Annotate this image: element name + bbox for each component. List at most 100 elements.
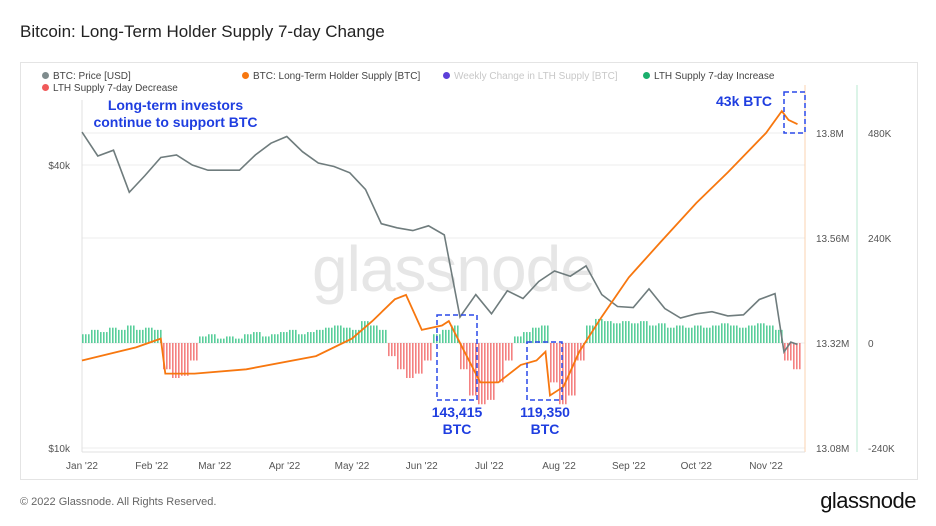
- increase-bar: [334, 325, 336, 343]
- increase-bar: [529, 332, 531, 343]
- increase-bar: [775, 329, 777, 343]
- legend-dot: [443, 72, 450, 79]
- increase-bar: [652, 325, 654, 343]
- legend-price[interactable]: BTC: Price [USD]: [42, 71, 131, 82]
- increase-bar: [733, 325, 735, 343]
- decrease-bar: [553, 343, 555, 383]
- increase-bar: [451, 325, 453, 343]
- increase-bar: [742, 327, 744, 343]
- increase-bar: [346, 327, 348, 343]
- increase-bar: [220, 338, 222, 343]
- increase-bar: [517, 336, 519, 343]
- increase-bar: [358, 329, 360, 343]
- decrease-bar: [412, 343, 414, 378]
- increase-bar: [598, 318, 600, 343]
- decrease-bar: [562, 343, 564, 405]
- x-tick-label: Feb '22: [135, 461, 168, 472]
- increase-bar: [655, 325, 657, 343]
- increase-bar: [757, 323, 759, 343]
- increase-bar: [736, 325, 738, 343]
- increase-bar: [352, 329, 354, 343]
- annotation-43k: 43k BTC: [716, 93, 773, 109]
- increase-bar: [268, 336, 270, 343]
- price-tick-label: $10k: [48, 444, 71, 455]
- increase-bar: [112, 327, 114, 343]
- increase-bar: [610, 321, 612, 343]
- increase-bar: [616, 323, 618, 343]
- increase-bar: [532, 327, 534, 343]
- increase-bar: [715, 325, 717, 343]
- decrease-bar: [406, 343, 408, 378]
- decrease-bar: [478, 343, 480, 405]
- increase-bar: [601, 318, 603, 343]
- increase-bar: [661, 323, 663, 343]
- increase-bar: [778, 329, 780, 343]
- increase-bar: [223, 338, 225, 343]
- increase-bar: [448, 329, 450, 343]
- increase-bar: [340, 325, 342, 343]
- decrease-bar: [421, 343, 423, 374]
- increase-bar: [307, 332, 309, 343]
- increase-bar: [739, 327, 741, 343]
- legend-label: Weekly Change in LTH Supply [BTC]: [454, 71, 618, 82]
- decrease-bar: [403, 343, 405, 370]
- change-tick-label: 480K: [868, 129, 892, 140]
- increase-bar: [283, 332, 285, 343]
- increase-bar: [514, 336, 516, 343]
- legend-weekly-change[interactable]: Weekly Change in LTH Supply [BTC]: [443, 71, 618, 82]
- increase-bar: [85, 334, 87, 343]
- decrease-bar: [796, 343, 798, 370]
- increase-bar: [691, 327, 693, 343]
- legend-decrease[interactable]: LTH Supply 7-day Decrease: [42, 83, 178, 94]
- increase-bar: [382, 329, 384, 343]
- decrease-bar: [475, 343, 477, 396]
- increase-bar: [679, 325, 681, 343]
- annotation-143415: 143,415 BTC: [431, 404, 483, 437]
- decrease-bar: [487, 343, 489, 400]
- increase-bar: [361, 321, 363, 343]
- brand-logo: glassnode: [820, 488, 916, 513]
- decrease-bar: [430, 343, 432, 361]
- increase-bar: [202, 336, 204, 343]
- legend-increase[interactable]: LTH Supply 7-day Increase: [643, 71, 774, 82]
- decrease-bar: [511, 343, 513, 361]
- x-tick-label: Aug '22: [542, 461, 576, 472]
- x-tick-label: Nov '22: [749, 461, 783, 472]
- decrease-bar: [508, 343, 510, 361]
- decrease-bar: [169, 343, 171, 370]
- increase-bar: [229, 336, 231, 343]
- decrease-bar: [418, 343, 420, 374]
- price-tick-label: $40k: [48, 161, 71, 172]
- legend-dot: [242, 72, 249, 79]
- increase-bar: [91, 329, 93, 343]
- increase-bar: [541, 325, 543, 343]
- increase-bar: [640, 321, 642, 343]
- increase-bar: [232, 336, 234, 343]
- increase-bar: [148, 327, 150, 343]
- increase-bar: [748, 325, 750, 343]
- increase-bar: [205, 336, 207, 343]
- increase-bar: [439, 334, 441, 343]
- increase-bar: [127, 325, 129, 343]
- increase-bar: [256, 332, 258, 343]
- increase-bar: [538, 327, 540, 343]
- increase-bar: [280, 332, 282, 343]
- increase-bar: [235, 338, 237, 343]
- increase-bar: [325, 327, 327, 343]
- decrease-bar: [799, 343, 801, 370]
- decrease-bar: [574, 343, 576, 396]
- increase-bar: [625, 321, 627, 343]
- increase-bar: [124, 329, 126, 343]
- decrease-bar: [190, 343, 192, 361]
- increase-bar: [121, 329, 123, 343]
- decrease-bar: [187, 343, 189, 376]
- decrease-bar: [424, 343, 426, 361]
- legend-lth-supply[interactable]: BTC: Long-Term Holder Supply [BTC]: [242, 71, 420, 82]
- decrease-bar: [505, 343, 507, 361]
- legend-dot: [42, 84, 49, 91]
- increase-bar: [586, 325, 588, 343]
- increase-bar: [298, 334, 300, 343]
- increase-bar: [727, 323, 729, 343]
- decrease-bar: [793, 343, 795, 370]
- change-tick-label: 0: [868, 339, 874, 350]
